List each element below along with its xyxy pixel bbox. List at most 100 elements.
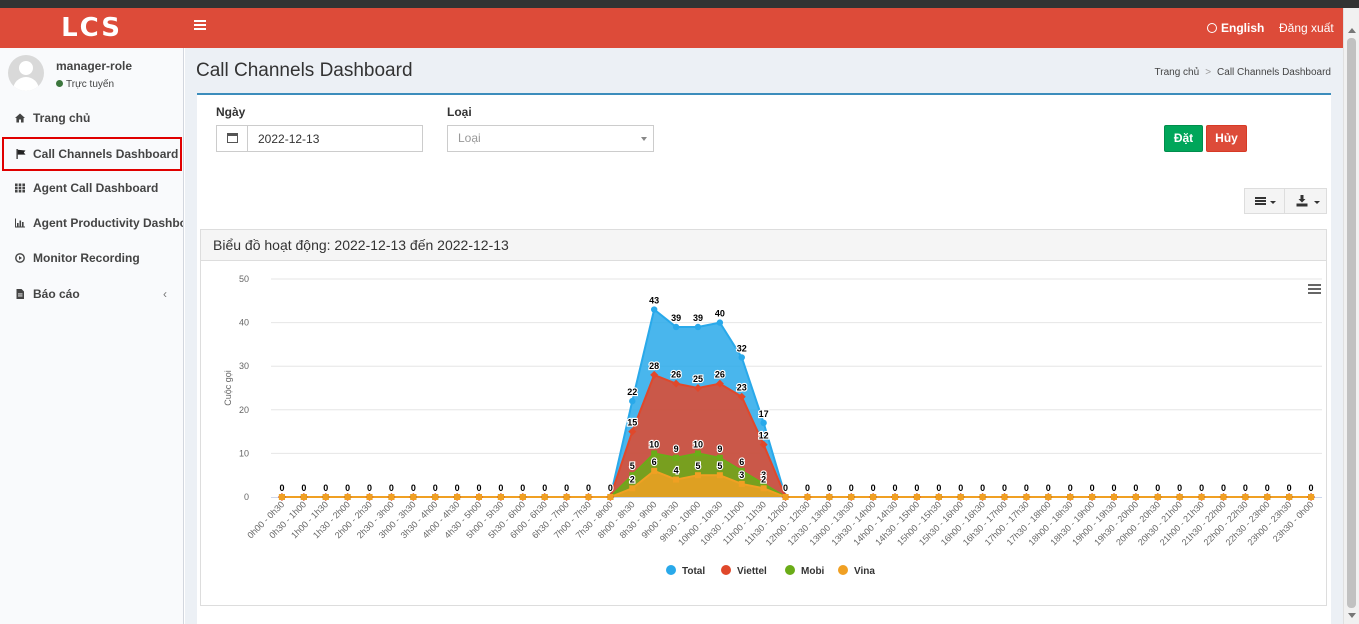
date-label: Ngày <box>216 105 246 119</box>
sidebar-item-agent-productivity-dashboard[interactable]: Agent Productivity Dashboard <box>0 206 183 240</box>
data-point <box>650 370 659 379</box>
data-label: 0 <box>871 483 876 493</box>
data-label: 39 <box>671 313 681 323</box>
data-point <box>1045 494 1052 500</box>
play-circle-icon <box>15 253 25 263</box>
data-label: 26 <box>715 370 725 380</box>
chart-menu-icon[interactable] <box>1308 284 1321 294</box>
top-navbar: LCS English Đăng xuất <box>0 8 1343 48</box>
date-picker[interactable] <box>216 125 423 152</box>
data-label: 32 <box>737 343 747 353</box>
data-label: 0 <box>411 483 416 493</box>
type-select[interactable]: Loại <box>447 125 654 152</box>
sidebar-item-home[interactable]: Trang chủ <box>0 101 183 135</box>
data-point <box>651 450 658 457</box>
export-dropdown-button[interactable] <box>1284 188 1327 214</box>
data-point <box>826 494 833 500</box>
data-label: 9 <box>717 444 722 454</box>
caret-down-icon <box>641 137 647 141</box>
breadcrumb: Trang chủ > Call Channels Dashboard <box>1154 67 1331 78</box>
logout-link[interactable]: Đăng xuất <box>1279 21 1334 35</box>
data-label: 10 <box>693 439 703 449</box>
data-label: 0 <box>345 483 350 493</box>
data-label: 0 <box>1287 483 1292 493</box>
y-tick-label: 40 <box>239 318 249 328</box>
columns-dropdown-button[interactable] <box>1244 188 1285 214</box>
window-top-strip <box>0 0 1359 8</box>
data-point <box>913 494 920 500</box>
sidebar-item-label: Trang chủ <box>33 111 91 125</box>
apply-button[interactable]: Đặt <box>1164 125 1203 152</box>
legend-item: Vina <box>854 566 875 577</box>
data-point <box>1220 494 1227 500</box>
data-point <box>344 494 351 500</box>
data-label: 0 <box>323 483 328 493</box>
sidebar-item-label: Agent Call Dashboard <box>33 181 159 195</box>
data-label: 0 <box>389 483 394 493</box>
data-point <box>322 494 329 500</box>
data-point <box>650 306 658 313</box>
app-logo[interactable]: LCS <box>61 13 122 43</box>
data-point <box>673 476 680 483</box>
data-point <box>432 494 439 500</box>
data-label: 23 <box>737 383 747 393</box>
data-point <box>563 494 570 500</box>
series-line-viettel <box>281 373 1312 498</box>
sidebar-item-reports[interactable]: Báo cáo ‹ <box>0 277 183 311</box>
data-label: 0 <box>1111 483 1116 493</box>
data-point <box>957 494 964 500</box>
series-area-viettel <box>281 374 1312 497</box>
data-point <box>278 494 285 500</box>
data-label: 0 <box>477 483 482 493</box>
y-tick-label: 0 <box>244 492 249 502</box>
user-status-label: Trực tuyến <box>66 79 115 90</box>
scroll-down-icon[interactable] <box>1348 613 1356 618</box>
data-label: 0 <box>1090 483 1095 493</box>
cancel-button[interactable]: Hủy <box>1206 125 1247 152</box>
download-icon <box>1296 195 1308 207</box>
legend-item: Viettel <box>737 566 767 577</box>
data-label: 0 <box>1068 483 1073 493</box>
legend-item: Mobi <box>801 566 825 577</box>
sidebar-item-agent-call-dashboard[interactable]: Agent Call Dashboard <box>0 171 183 205</box>
data-point <box>541 494 548 500</box>
sidebar-item-monitor-recording[interactable]: Monitor Recording <box>0 241 183 275</box>
sidebar-item-call-channels-dashboard[interactable]: Call Channels Dashboard <box>2 137 182 171</box>
file-icon <box>16 289 24 299</box>
page-scrollbar[interactable] <box>1343 8 1359 624</box>
language-menu[interactable]: English <box>1207 8 1264 48</box>
data-point <box>738 354 745 361</box>
scroll-up-icon[interactable] <box>1348 28 1356 33</box>
user-status: Trực tuyến <box>56 79 114 90</box>
data-label: 6 <box>652 457 657 467</box>
sidebar: manager-role Trực tuyến Trang chủ Call C… <box>0 48 184 624</box>
data-point <box>585 494 592 500</box>
data-label: 3 <box>739 470 744 480</box>
list-icon <box>1255 197 1266 205</box>
data-label: 5 <box>717 461 722 471</box>
data-label: 0 <box>498 483 503 493</box>
grid-icon <box>15 183 25 193</box>
data-label: 0 <box>455 483 460 493</box>
y-tick-label: 30 <box>239 361 249 371</box>
caret-down-icon <box>1270 201 1276 204</box>
sidebar-toggle-icon[interactable] <box>194 20 206 36</box>
breadcrumb-home[interactable]: Trang chủ <box>1154 67 1200 78</box>
data-point <box>716 472 723 479</box>
scrollbar-thumb[interactable] <box>1347 38 1356 608</box>
type-label: Loại <box>447 105 472 119</box>
data-point <box>1001 494 1008 500</box>
data-point <box>300 494 307 500</box>
y-tick-label: 20 <box>239 405 249 415</box>
legend-marker <box>785 565 795 575</box>
data-label: 0 <box>827 483 832 493</box>
data-label: 0 <box>367 483 372 493</box>
data-point <box>759 440 768 449</box>
data-label: 0 <box>608 483 613 493</box>
chevron-left-icon: ‹ <box>163 287 167 301</box>
data-point <box>629 485 636 492</box>
sidebar-item-label: Call Channels Dashboard <box>33 147 179 161</box>
calendar-button[interactable] <box>217 126 248 151</box>
date-input[interactable] <box>249 126 419 151</box>
data-point <box>497 494 504 500</box>
